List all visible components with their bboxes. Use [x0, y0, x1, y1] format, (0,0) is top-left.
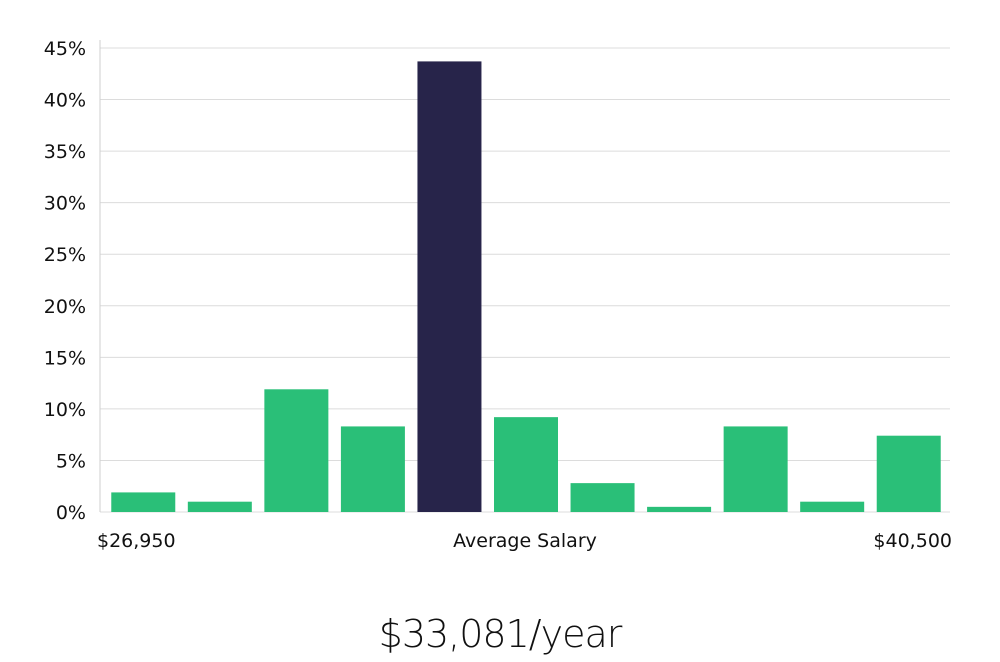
histogram-bar	[264, 389, 329, 512]
x-axis-min-label: $26,950	[97, 530, 176, 552]
histogram-bar	[647, 506, 712, 512]
histogram-bar	[570, 483, 635, 512]
y-tick-label-10: 10%	[44, 399, 86, 421]
y-tick-label-35: 35%	[44, 141, 86, 163]
histogram-bar	[723, 426, 788, 512]
y-tick-label-20: 20%	[44, 296, 86, 318]
y-tick-label-40: 40%	[44, 90, 86, 112]
histogram-bar	[340, 426, 405, 512]
x-axis-average-label: Average Salary	[453, 530, 597, 552]
y-tick-label-0: 0%	[56, 502, 86, 524]
histogram-bar	[800, 501, 865, 512]
gridlines	[100, 47, 950, 513]
y-tick-label-45: 45%	[44, 38, 86, 60]
bars	[111, 61, 941, 512]
y-tick-label-25: 25%	[44, 244, 86, 266]
y-tick-label-15: 15%	[44, 347, 86, 369]
histogram-bar	[494, 417, 558, 512]
y-tick-label-30: 30%	[44, 193, 86, 215]
average-salary-headline: $33,081/year	[378, 612, 623, 656]
y-tick-label-5: 5%	[56, 450, 86, 472]
histogram-bar	[111, 492, 176, 512]
x-axis-max-label: $40,500	[873, 530, 952, 552]
histogram-bar-average	[417, 61, 482, 512]
histogram-bar	[876, 435, 941, 512]
histogram-bar	[187, 501, 252, 512]
y-axis-tick-labels: 0% 5% 10% 15% 20% 25% 30% 35% 40% 45%	[44, 38, 86, 524]
